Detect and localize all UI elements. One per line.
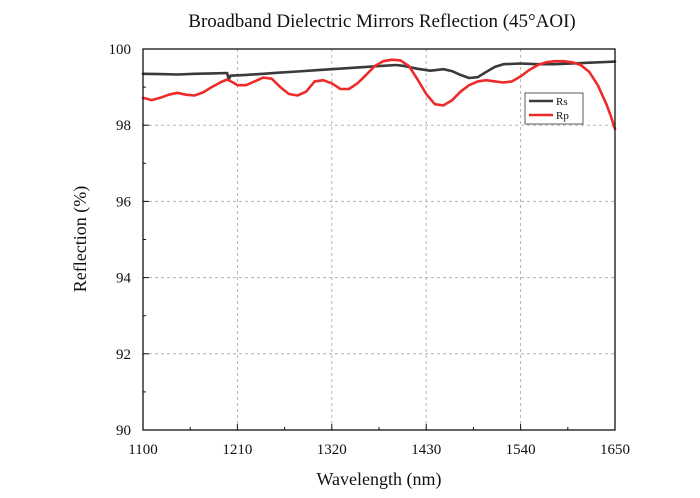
- grid: [143, 49, 615, 430]
- legend-box: [524, 92, 584, 125]
- x-tick-label: 1430: [411, 442, 441, 458]
- legend: Rs Rp: [524, 92, 584, 125]
- legend-label-rp: Rp: [556, 110, 569, 122]
- x-tick-label: 1100: [128, 442, 157, 458]
- y-tick-label: 96: [116, 194, 132, 210]
- x-tick-label: 1650: [600, 442, 630, 458]
- x-tick-label: 1320: [317, 442, 347, 458]
- y-tick-label: 98: [116, 118, 131, 134]
- chart-title: Broadband Dielectric Mirrors Reflection …: [188, 11, 575, 32]
- series-layer: [141, 58, 617, 131]
- y-axis-label: Reflection (%): [70, 186, 91, 292]
- series-line-rs: [141, 60, 617, 81]
- legend-label-rs: Rs: [556, 96, 568, 108]
- y-tick-label: 94: [116, 271, 132, 287]
- series-line-rp: [141, 58, 617, 131]
- x-tick-label: 1540: [506, 442, 536, 458]
- ticks: 1100 1210 1320 1430 1540 1650 90 92 94 96 98 100: [109, 42, 631, 458]
- y-tick-label: 100: [109, 42, 132, 58]
- y-tick-label: 90: [116, 423, 131, 439]
- x-axis-label: Wavelength (nm): [316, 469, 441, 490]
- x-tick-label: 1210: [222, 442, 252, 458]
- y-tick-label: 92: [116, 347, 131, 363]
